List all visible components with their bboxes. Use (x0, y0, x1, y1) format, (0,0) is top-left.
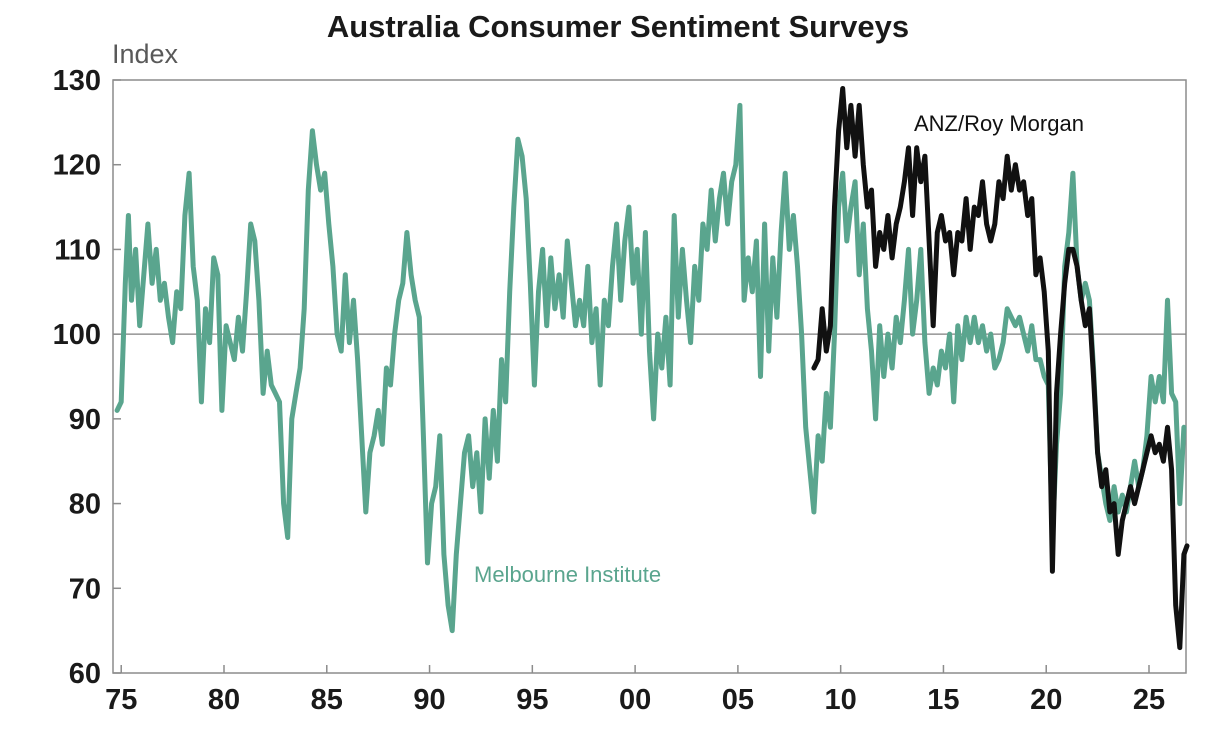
x-tick-label: 10 (825, 684, 857, 716)
y-tick-label: 120 (53, 150, 101, 182)
anz-roy-morgan-line (811, 86, 1190, 651)
chart-title: Australia Consumer Sentiment Surveys (327, 9, 909, 44)
plot-area: 60 70 80 90 100 110 120 130 75 80 85 90 95 00 05 10 15 20… (53, 65, 1190, 716)
x-tick-label: 15 (927, 684, 959, 716)
anz-roy-morgan-label: ANZ/Roy Morgan (914, 111, 1084, 136)
y-tick-label: 100 (53, 319, 101, 351)
y-tick-label: 80 (69, 489, 101, 521)
y-axis-unit-label: Index (112, 39, 179, 69)
y-tick-label: 70 (69, 573, 101, 605)
melbourne-institute-line (114, 102, 1187, 634)
x-tick-label: 85 (311, 684, 343, 716)
x-tick-label: 80 (208, 684, 240, 716)
plot-frame (112, 79, 1187, 674)
x-tick-label: 25 (1133, 684, 1165, 716)
y-tick-label: 90 (69, 404, 101, 436)
x-tick-label: 05 (722, 684, 754, 716)
melbourne-institute-label: Melbourne Institute (474, 562, 661, 587)
y-tick-label: 60 (69, 658, 101, 690)
x-tick-label: 20 (1030, 684, 1062, 716)
x-tick-label: 00 (619, 684, 651, 716)
x-tick-label: 75 (105, 684, 137, 716)
x-tick-label: 90 (413, 684, 445, 716)
x-tick-label: 95 (516, 684, 548, 716)
y-tick-label: 130 (53, 65, 101, 97)
y-tick-label: 110 (54, 234, 101, 266)
